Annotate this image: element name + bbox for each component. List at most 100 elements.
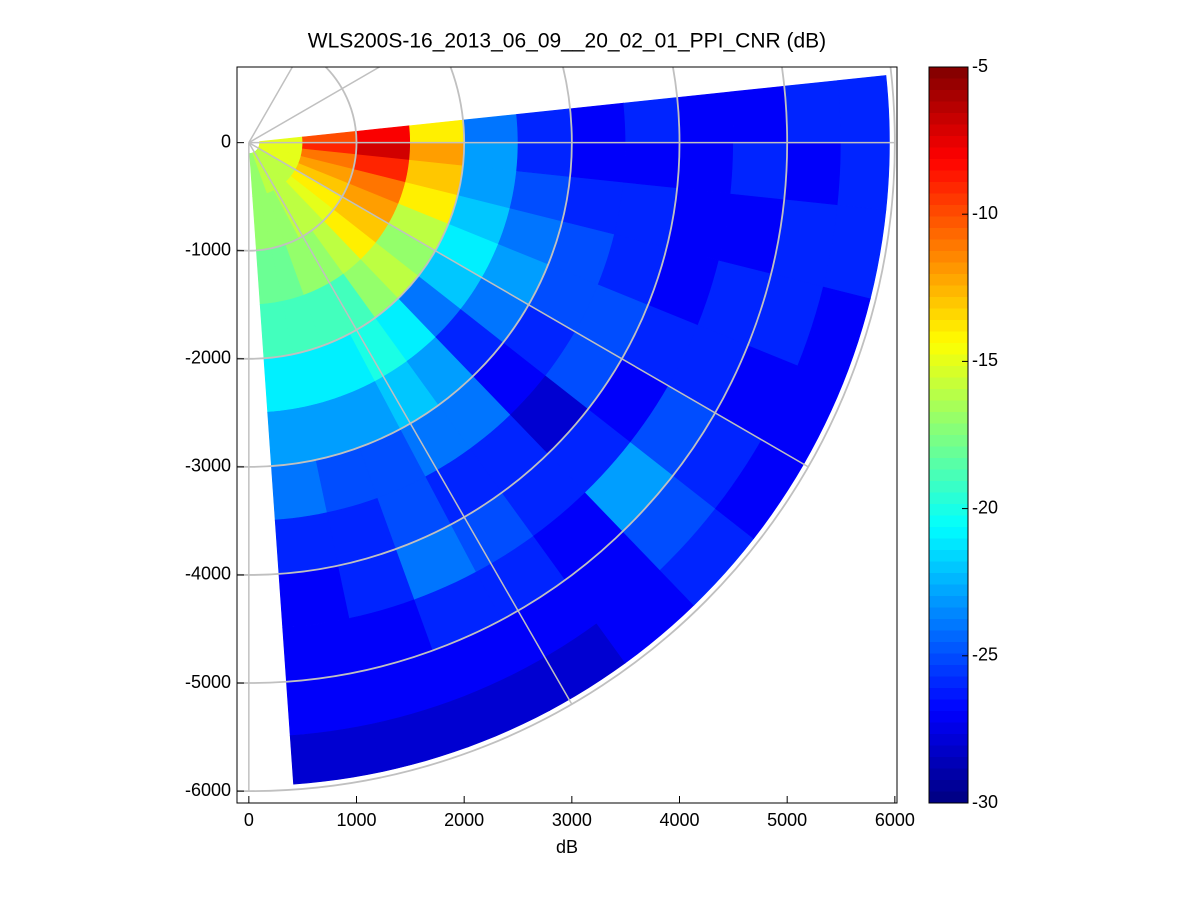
colorbar-swatch (929, 136, 968, 148)
colorbar-swatch (929, 366, 968, 378)
heat-cell (259, 136, 303, 143)
colorbar-swatch (929, 285, 968, 298)
heat-cell (516, 108, 573, 143)
colorbar-swatch (929, 596, 968, 608)
colorbar-swatch (929, 791, 968, 804)
x-tick-label: 2000 (444, 810, 484, 830)
colorbar-swatch (929, 435, 968, 447)
colorbar-swatch (929, 262, 968, 275)
colorbar-swatch (929, 515, 968, 528)
colorbar-swatch (929, 331, 968, 344)
heat-cell (569, 102, 626, 143)
heat-cell (302, 131, 357, 143)
colorbar-swatch (929, 182, 968, 194)
heat-cell (623, 142, 680, 189)
colorbar-swatch (929, 239, 968, 252)
plot-area (237, 67, 896, 792)
colorbar-swatch (929, 653, 968, 666)
colorbar-swatch (929, 423, 968, 436)
x-tick-label: 0 (244, 810, 254, 830)
colorbar-swatch (929, 124, 968, 137)
colorbar-swatch (929, 676, 968, 689)
colorbar-tick-label: -25 (972, 645, 998, 665)
colorbar-swatch (929, 745, 968, 758)
colorbar-tick-label: -20 (972, 497, 998, 517)
colorbar-swatch (929, 251, 968, 263)
heat-cell (282, 618, 362, 683)
colorbar-tick-label: -15 (972, 350, 998, 370)
y-tick-label: -1000 (185, 239, 231, 259)
colorbar-swatch (929, 159, 968, 171)
colorbar-swatch (929, 619, 968, 631)
y-tick-label: -4000 (185, 564, 231, 584)
y-tick-label: -6000 (185, 780, 231, 800)
colorbar-swatch (929, 584, 968, 597)
polar-grid-spoke (248, 142, 809, 468)
colorbar-tick-label: -30 (972, 792, 998, 812)
colorbar-swatch (929, 446, 968, 459)
colorbar-swatch (929, 90, 968, 102)
colorbar-swatch (929, 469, 968, 482)
colorbar-swatch (929, 504, 968, 516)
colorbar-swatch (929, 170, 968, 183)
colorbar-swatch (929, 101, 968, 114)
colorbar-swatch (929, 377, 968, 390)
colorbar-swatch (929, 216, 968, 229)
heat-cell (837, 142, 890, 211)
colorbar-swatch (929, 780, 968, 792)
colorbar-swatch (929, 538, 968, 551)
colorbar-box (928, 66, 969, 804)
colorbar-swatch (929, 561, 968, 574)
colorbar-swatch (929, 734, 968, 746)
heat-cell (462, 114, 519, 143)
colorbar-swatch (929, 147, 968, 160)
colorbar-swatch (929, 113, 968, 125)
x-tick-label: 1000 (336, 810, 376, 830)
colorbar-swatch (929, 665, 968, 677)
heat-cell (837, 75, 890, 143)
heat-cell (676, 91, 734, 143)
colorbar-swatch (929, 274, 968, 286)
polar-grid-spoke (248, 67, 381, 144)
heat-cell (783, 142, 842, 206)
colorbar-swatch (929, 630, 968, 643)
colorbar-swatch (929, 699, 968, 712)
colorbar-tick-label: -10 (972, 203, 998, 223)
heat-cell (516, 142, 573, 177)
heat-cell (623, 97, 680, 143)
colorbar-swatch (929, 768, 968, 781)
y-tick-label: -3000 (185, 456, 231, 476)
y-tick-label: -5000 (185, 672, 231, 692)
colorbar-swatch (929, 78, 968, 91)
colorbar-swatch (929, 527, 968, 539)
y-tick-label: 0 (221, 131, 231, 151)
colorbar-swatch (929, 308, 968, 321)
colorbar-swatch (929, 205, 968, 217)
colorbar-swatch (929, 193, 968, 206)
colorbar-swatch (929, 492, 968, 505)
colorbar-swatch (929, 757, 968, 769)
colorbar-swatch (929, 354, 968, 367)
colorbar-swatch (929, 458, 968, 470)
heat-cell (409, 119, 465, 143)
heat-cell (355, 125, 411, 143)
chart-title: WLS200S-16_2013_06_09__20_02_01_PPI_CNR … (308, 30, 826, 53)
colorbar-swatch (929, 412, 968, 424)
colorbar-swatch (929, 688, 968, 700)
heat-cell (569, 142, 626, 183)
heat-cell (730, 142, 788, 200)
colorbar-tick-label: -5 (972, 56, 988, 76)
colorbar-swatch (929, 481, 968, 493)
y-tick-label: -2000 (185, 348, 231, 368)
heat-cell (676, 142, 734, 194)
heat-cell (278, 565, 350, 629)
colorbar-swatch (929, 389, 968, 401)
colorbar-swatch (929, 228, 968, 240)
colorbar-swatch (929, 297, 968, 309)
colorbar-swatch (929, 711, 968, 723)
colorbar-swatch (929, 550, 968, 562)
colorbar-swatch (929, 67, 968, 79)
axes-box (236, 66, 898, 804)
x-tick-label: 4000 (659, 810, 699, 830)
colorbar-swatch (929, 722, 968, 735)
